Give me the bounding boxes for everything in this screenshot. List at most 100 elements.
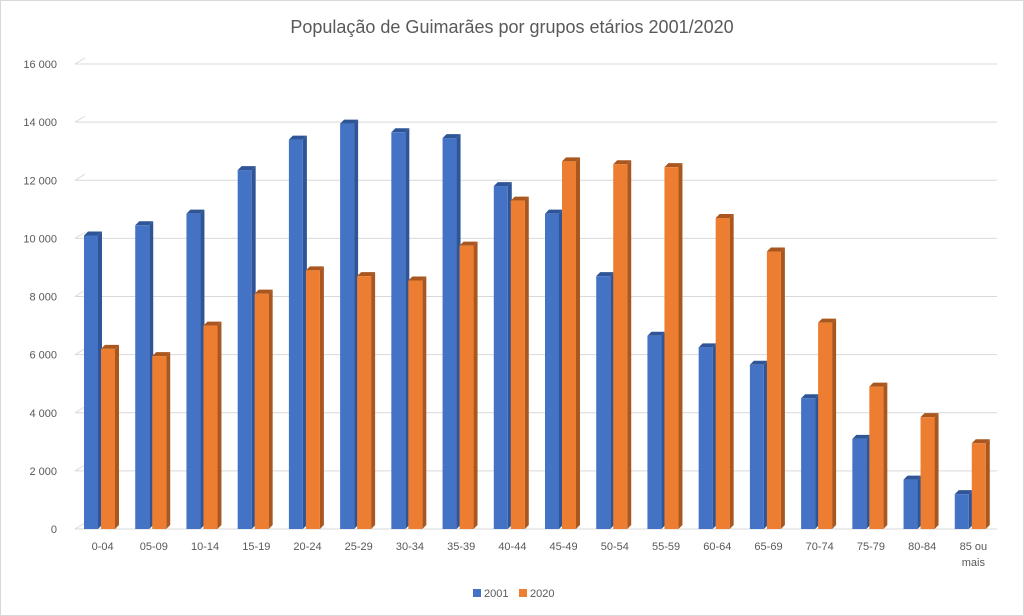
bar-front xyxy=(305,270,320,529)
bar-side xyxy=(627,160,632,529)
bar-top xyxy=(852,434,871,439)
x-tick-label-line2: mais xyxy=(962,557,986,569)
bar-front xyxy=(288,139,303,529)
bar-side xyxy=(371,272,376,529)
bar-front xyxy=(203,325,218,529)
bar-2001-10-14 xyxy=(186,209,205,529)
bar-front xyxy=(493,186,508,529)
bar-front xyxy=(391,132,406,529)
bar-front xyxy=(920,417,935,529)
bar-top xyxy=(101,344,119,349)
bar-2020-30-34 xyxy=(408,276,427,529)
bar-front xyxy=(101,348,115,529)
x-tick-label: 85 ou xyxy=(960,541,988,553)
bar-front xyxy=(903,479,918,529)
y-tick-label: 16 000 xyxy=(23,59,57,71)
bar-side xyxy=(934,413,939,529)
gridline-depth xyxy=(74,115,86,123)
bar-top xyxy=(818,318,837,323)
bar-side xyxy=(473,241,478,529)
y-tick-label: 14 000 xyxy=(23,117,57,129)
y-tick-label: 12 000 xyxy=(23,175,57,187)
bar-top xyxy=(869,382,888,387)
bars xyxy=(84,119,990,529)
bar-2020-35-39 xyxy=(459,241,478,529)
bar-front xyxy=(408,280,423,529)
bar-top xyxy=(135,221,154,226)
bar-side xyxy=(678,163,683,529)
bar-2020-70-74 xyxy=(818,318,837,529)
bar-front xyxy=(237,170,252,529)
bar-front xyxy=(613,164,628,529)
legend-label: 2020 xyxy=(530,588,554,600)
x-tick-label: 75-79 xyxy=(857,541,885,553)
bar-2001-55-59 xyxy=(647,331,666,529)
bar-front xyxy=(852,438,867,529)
bar-top xyxy=(613,160,632,165)
bar-front xyxy=(801,398,816,529)
bar-side xyxy=(832,318,837,529)
bar-top xyxy=(954,490,973,495)
bar-2020-65-69 xyxy=(766,247,785,529)
bar-top xyxy=(340,119,359,124)
x-tick-label: 10-14 xyxy=(191,541,219,553)
legend-label: 2001 xyxy=(484,588,508,600)
bar-2001-70-74 xyxy=(801,394,820,529)
bar-top xyxy=(715,214,734,219)
bar-top xyxy=(408,276,427,281)
bar-top xyxy=(596,272,615,277)
bar-2020-0-04 xyxy=(101,344,119,529)
bar-front xyxy=(510,200,525,529)
bar-front xyxy=(357,276,372,529)
bar-front xyxy=(562,161,576,529)
gridline-depth xyxy=(74,464,86,472)
x-tick-label: 60-64 xyxy=(703,541,731,553)
bar-side xyxy=(576,157,580,529)
bar-2020-75-79 xyxy=(869,382,888,529)
y-tick-label: 6 000 xyxy=(29,350,57,362)
bar-top xyxy=(698,343,717,348)
bar-top xyxy=(920,413,939,418)
x-tick-label: 70-74 xyxy=(806,541,834,553)
x-tick-label: 30-34 xyxy=(396,541,424,553)
x-tick-label: 15-19 xyxy=(242,541,270,553)
bar-front xyxy=(971,443,986,529)
x-tick-label: 80-84 xyxy=(908,541,936,553)
bar-2020-20-24 xyxy=(305,266,324,529)
bar-2020-05-09 xyxy=(152,352,171,529)
gridline-depth xyxy=(74,57,86,65)
y-axis-tick-labels: 0 2 000 4 000 6 000 8 000 10 000 12 000 14 000 1… xyxy=(23,59,57,536)
x-tick-label: 50-54 xyxy=(601,541,629,553)
bar-top xyxy=(305,266,324,271)
bar-front xyxy=(84,235,98,529)
bar-front xyxy=(254,293,269,529)
bar-side xyxy=(729,214,734,529)
bar-front xyxy=(698,347,713,529)
legend: 2001 2020 xyxy=(473,588,554,600)
bar-top xyxy=(647,331,666,336)
gridlines xyxy=(74,57,997,530)
x-tick-label: 40-44 xyxy=(498,541,526,553)
bar-2001-60-64 xyxy=(698,343,717,529)
bar-side xyxy=(524,196,529,529)
bar-top xyxy=(84,231,102,236)
bar-front xyxy=(818,322,833,529)
chart-title: População de Guimarães por grupos etário… xyxy=(290,17,733,37)
legend-item-2020: 2020 xyxy=(519,588,554,600)
bar-front xyxy=(186,213,201,529)
bar-front xyxy=(664,167,679,529)
bar-2001-75-79 xyxy=(852,434,871,529)
y-tick-label: 8 000 xyxy=(29,292,57,304)
bar-top xyxy=(493,182,512,187)
bar-front xyxy=(152,356,167,529)
y-tick-label: 4 000 xyxy=(29,408,57,420)
y-tick-label: 2 000 xyxy=(29,466,57,478)
bar-front xyxy=(749,364,764,529)
bar-front xyxy=(954,494,969,529)
bar-top xyxy=(562,157,580,162)
bar-top xyxy=(203,321,222,326)
x-tick-label: 35-39 xyxy=(447,541,475,553)
x-tick-label: 25-29 xyxy=(345,541,373,553)
bar-front xyxy=(647,335,662,529)
